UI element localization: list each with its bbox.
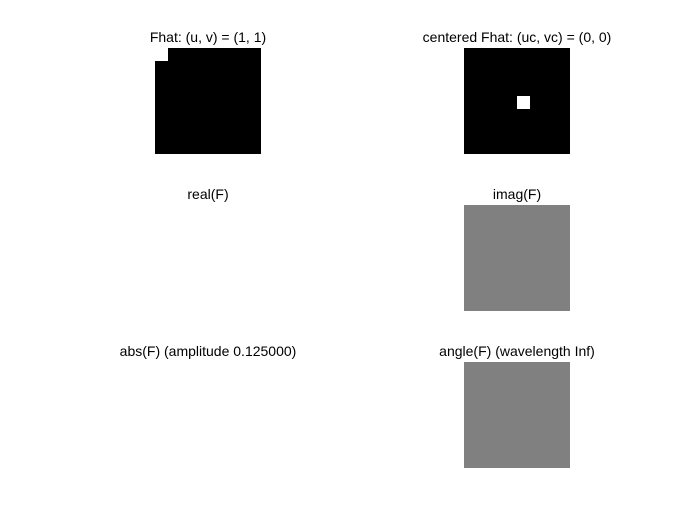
angle-image [464, 362, 570, 468]
abs-image [155, 362, 261, 468]
centered-fhat-image [464, 48, 570, 154]
imag-title: imag(F) [492, 186, 542, 202]
real-image [155, 205, 261, 311]
real-title: real(F) [187, 186, 229, 202]
imag-image [464, 205, 570, 311]
fhat-image [155, 48, 261, 154]
centered-fhat-title: centered Fhat: (uc, vc) = (0, 0) [422, 29, 612, 45]
center-dot [517, 96, 530, 109]
angle-title: angle(F) (wavelength Inf) [439, 343, 595, 359]
fhat-notch [155, 48, 168, 61]
fhat-title: Fhat: (u, v) = (1, 1) [149, 29, 267, 45]
abs-title: abs(F) (amplitude 0.125000) [119, 343, 297, 359]
